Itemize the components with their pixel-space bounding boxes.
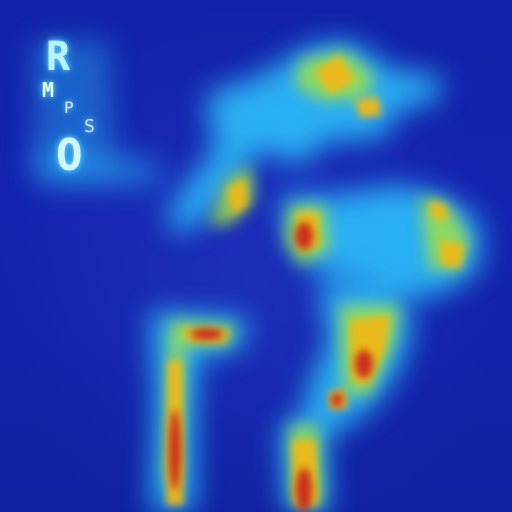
logo-letter-p: P [64,98,74,117]
logo-letter-s: S [84,116,95,137]
logo-letter-r: R [46,34,71,80]
logo-letter-m: M [42,78,55,102]
heat-red-hotspots [169,222,373,512]
logo-letter-o: O [56,130,83,181]
rmpso-logo: R M P S O [38,34,116,181]
